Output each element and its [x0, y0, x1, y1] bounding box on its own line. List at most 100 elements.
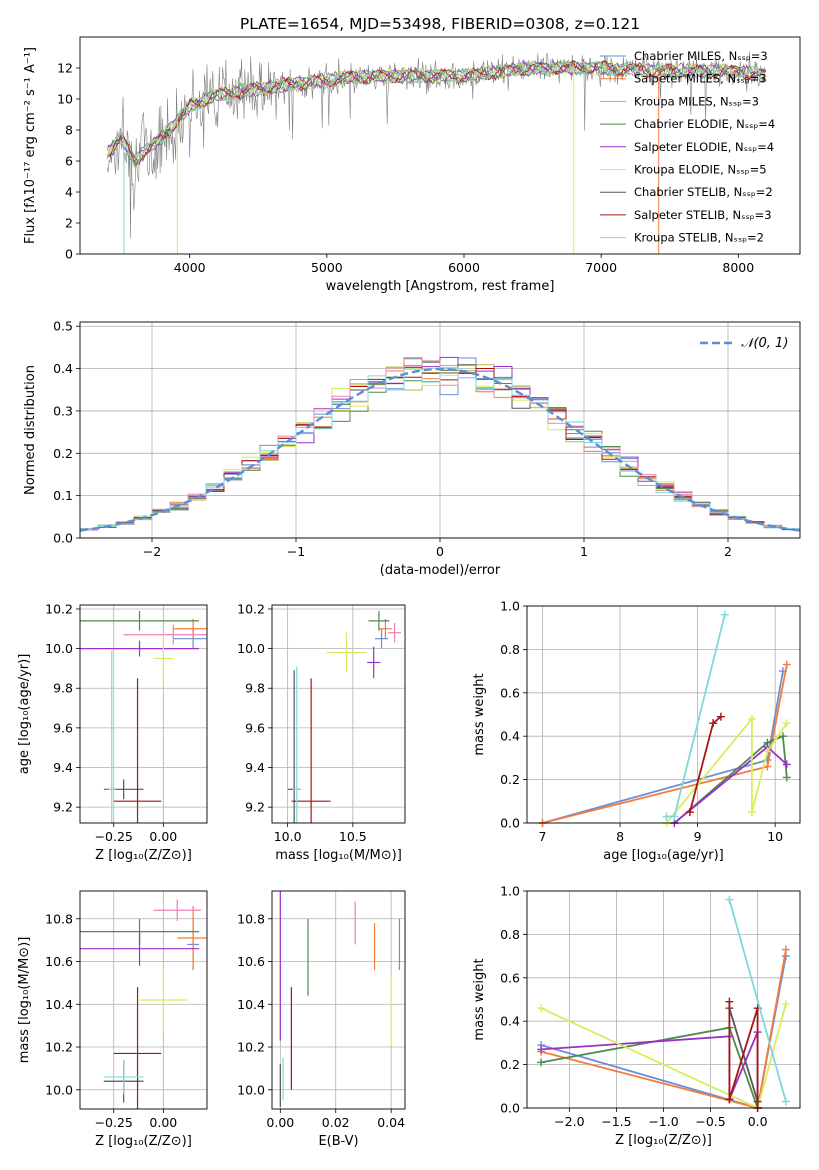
- weight-marker-kroupa_elodie: [781, 999, 790, 1008]
- y-tick-label: 0.0: [500, 816, 520, 831]
- x-tick-label: 6000: [448, 260, 480, 275]
- y-axis-label: mass weight: [472, 673, 487, 755]
- y-tick-label: 10.6: [45, 954, 73, 969]
- x-axis-label: (data-model)/error: [380, 563, 501, 578]
- x-tick-label: 0.02: [322, 1115, 350, 1130]
- y-tick-label: 0.4: [500, 729, 520, 744]
- weight-marker-salpeter_stelib: [725, 997, 734, 1006]
- x-tick-label: 10: [767, 829, 783, 844]
- x-tick-label: −1: [287, 544, 305, 559]
- legend-entry: Chabrier STELIB, Nₛₛₚ=2: [634, 185, 773, 199]
- legend: Chabrier MILES, Nₛₛₚ=3 Salpeter MILES, Nₛ…: [600, 49, 775, 245]
- y-tick-label: 0.4: [500, 1014, 520, 1029]
- weight-marker-salpeter_stelib: [709, 719, 718, 728]
- x-axis-label: Z [log₁₀(Z/Z⊙)]: [95, 1134, 192, 1149]
- x-tick-label: 1: [580, 544, 588, 559]
- y-tick-label: 10.2: [237, 1040, 265, 1055]
- axes-frame: [79, 321, 801, 539]
- x-tick-label: 0.0: [748, 1114, 768, 1129]
- y-tick-label: 0.2: [500, 1057, 520, 1072]
- y-tick-label: 6: [65, 154, 73, 169]
- y-tick-label: 10.2: [237, 601, 265, 616]
- y-tick-label: 0.2: [500, 772, 520, 787]
- x-tick-label: 7: [539, 829, 547, 844]
- weight-marker-salpeter_miles: [782, 660, 791, 669]
- x-tick-label: −1.5: [601, 1114, 631, 1129]
- y-tick-label: 9.8: [53, 681, 73, 696]
- weight-marker-kroupa_stelib: [720, 610, 729, 619]
- weight-marker-kroupa_elodie: [747, 714, 756, 723]
- weight-marker-chabrier_elodie: [782, 773, 791, 782]
- x-tick-label: −0.5: [695, 1114, 725, 1129]
- x-tick-label: 4000: [174, 260, 206, 275]
- y-tick-label: 0.2: [53, 446, 73, 461]
- weight-marker-chabrier_elodie: [778, 732, 787, 741]
- y-tick-label: 10: [57, 92, 73, 107]
- axes-frame: [526, 605, 801, 824]
- y-tick-label: 9.2: [53, 800, 73, 815]
- x-tick-label: −0.25: [95, 1115, 133, 1130]
- weight-marker-salpeter_miles: [781, 945, 790, 954]
- model-spectrum-chabrier_elodie: [106, 60, 767, 163]
- weight-line-chabrier_elodie: [540, 1026, 759, 1108]
- y-tick-label: 0.0: [500, 1101, 520, 1116]
- x-axis-label: age [log₁₀(age/yr)]: [603, 848, 724, 863]
- axes-frame: [526, 890, 801, 1109]
- y-tick-label: 0.6: [500, 685, 520, 700]
- x-tick-label: 8000: [722, 260, 754, 275]
- y-tick-label: 0: [65, 247, 73, 262]
- y-tick-label: 0.6: [500, 970, 520, 985]
- y-tick-label: 0.4: [53, 361, 73, 376]
- x-tick-label: 9: [694, 829, 702, 844]
- y-tick-label: 4: [65, 185, 73, 200]
- weight-line-salpeter_elodie: [541, 1031, 759, 1108]
- y-tick-label: 9.4: [245, 760, 265, 775]
- legend-entry: Salpeter STELIB, Nₛₛₚ=3: [634, 208, 772, 222]
- y-axis-label: Flux [fλ10⁻¹⁷ erg cm⁻² s⁻¹ A⁻¹]: [23, 47, 38, 244]
- y-axis-label: age [log₁₀(age/yr)]: [17, 654, 32, 775]
- x-tick-label: 5000: [311, 260, 343, 275]
- axes-weight_vs_age: 7 8 9 10 0.0 0.2 0.4 0.6 0.8 1.0 age [log₁₀(age/yr…: [472, 599, 801, 863]
- axes-mass_vs_Z: −0.25 0.00 10.0 10.2 10.4 10.6 10.8 Z [log₁₀(Z/…: [17, 890, 208, 1149]
- x-tick-label: 7000: [585, 260, 617, 275]
- axes-spectrum: 4000 5000 6000 7000 8000 0 2 4 6 8 10 12 wavelength …: [23, 36, 801, 294]
- y-tick-label: 10.2: [45, 1040, 73, 1055]
- weight-marker-chabrier_elodie: [537, 1058, 546, 1067]
- y-tick-label: 10.8: [237, 911, 265, 926]
- y-tick-label: 9.8: [245, 681, 265, 696]
- legend-entry: Kroupa ELODIE, Nₛₛₚ=5: [634, 163, 767, 177]
- y-tick-label: 10.0: [237, 1082, 265, 1097]
- y-tick-label: 1.0: [500, 884, 520, 899]
- weight-marker-kroupa_elodie: [537, 1004, 546, 1013]
- axes-frame: [271, 890, 406, 1110]
- y-tick-label: 0.1: [53, 488, 73, 503]
- x-tick-label: 0.00: [266, 1115, 294, 1130]
- axes-frame: [271, 604, 406, 824]
- weight-line-salpeter_stelib: [728, 1001, 759, 1108]
- legend-entry: Chabrier MILES, Nₛₛₚ=3: [634, 49, 768, 63]
- y-tick-label: 9.4: [53, 760, 73, 775]
- y-tick-label: 0.5: [53, 319, 73, 334]
- model-spectrum-kroupa_stelib: [106, 59, 767, 169]
- y-tick-label: 0.8: [500, 642, 520, 657]
- legend: 𝒩(0, 1): [700, 336, 788, 351]
- weight-marker-kroupa_stelib: [662, 812, 671, 821]
- x-tick-label: −1.0: [648, 1114, 678, 1129]
- axes-frame: [79, 604, 208, 824]
- weight-line-kroupa_elodie: [540, 1003, 787, 1108]
- y-tick-label: 12: [57, 61, 73, 76]
- model-spectrum-salpeter_elodie: [107, 58, 766, 157]
- y-tick-label: 8: [65, 123, 73, 138]
- weight-marker-salpeter_stelib: [685, 808, 694, 817]
- x-tick-label: 8: [616, 829, 624, 844]
- weight-marker-salpeter_elodie: [537, 1045, 546, 1054]
- x-tick-label: 10.0: [274, 829, 302, 844]
- y-axis-label: Normed distribution: [23, 365, 38, 495]
- figure-title: PLATE=1654, MJD=53498, FIBERID=0308, z=0…: [240, 15, 640, 33]
- y-tick-label: 9.2: [245, 800, 265, 815]
- legend-entry: 𝒩(0, 1): [741, 336, 788, 351]
- legend-entry: Kroupa STELIB, Nₛₛₚ=2: [634, 231, 764, 245]
- x-tick-label: −2: [143, 544, 161, 559]
- model-spectrum-salpeter_stelib: [107, 60, 767, 166]
